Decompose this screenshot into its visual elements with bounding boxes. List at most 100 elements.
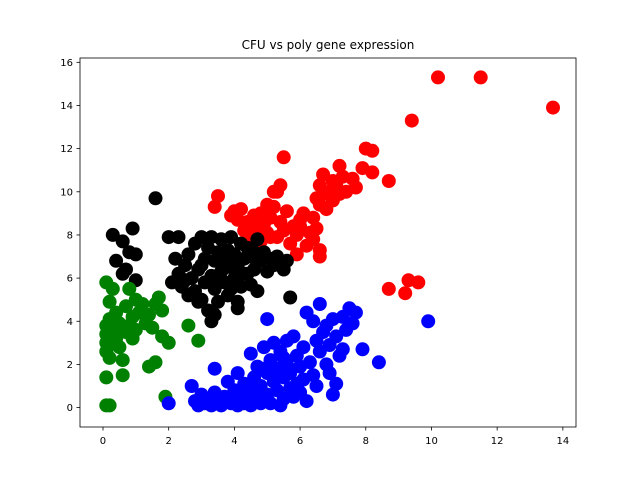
data-point xyxy=(115,234,130,249)
data-point xyxy=(115,353,130,368)
data-point xyxy=(329,329,344,344)
data-point xyxy=(345,316,360,331)
data-point xyxy=(178,258,193,273)
data-point xyxy=(102,335,117,350)
data-point xyxy=(207,199,222,214)
data-point xyxy=(243,346,258,361)
data-point xyxy=(431,70,445,85)
data-point xyxy=(404,113,419,128)
data-point xyxy=(142,307,156,322)
data-point xyxy=(276,150,291,165)
y-tick-label: 16 xyxy=(60,58,73,69)
data-point xyxy=(309,221,324,236)
data-point xyxy=(230,301,245,316)
data-point xyxy=(171,230,186,245)
data-point xyxy=(247,245,262,260)
data-point xyxy=(224,230,239,245)
data-point xyxy=(266,184,281,199)
x-axis: 0 2 4 6 8 10 12 14 xyxy=(100,427,569,447)
points-layer xyxy=(99,70,560,413)
data-point xyxy=(214,249,229,264)
y-tick-label: 10 xyxy=(60,187,73,198)
data-point xyxy=(322,366,337,381)
data-point xyxy=(398,286,413,301)
data-point xyxy=(135,297,150,311)
data-point xyxy=(145,320,160,335)
data-point xyxy=(332,158,347,173)
data-point xyxy=(250,284,265,299)
data-point xyxy=(115,368,130,383)
data-point xyxy=(306,368,321,383)
data-point xyxy=(247,381,262,396)
data-point xyxy=(473,70,488,85)
data-point xyxy=(125,221,140,236)
plot-area-frame xyxy=(79,57,577,428)
data-point xyxy=(348,305,363,320)
data-point xyxy=(105,227,120,242)
data-point xyxy=(299,394,314,409)
data-point xyxy=(211,189,225,204)
data-point xyxy=(312,249,327,264)
data-point xyxy=(306,210,321,225)
data-point xyxy=(293,219,308,234)
y-tick-label: 14 xyxy=(60,101,73,112)
data-point xyxy=(256,361,271,376)
data-point xyxy=(207,361,222,376)
data-point xyxy=(99,370,114,385)
data-point xyxy=(128,322,143,337)
data-point xyxy=(155,303,170,318)
data-point xyxy=(335,342,350,357)
x-tick-label: 2 xyxy=(166,436,172,447)
data-point xyxy=(355,342,370,357)
data-point xyxy=(161,396,176,411)
y-tick-label: 6 xyxy=(67,274,73,285)
data-point xyxy=(283,290,298,305)
data-point xyxy=(122,281,137,296)
y-tick-label: 12 xyxy=(60,144,73,155)
data-point xyxy=(266,199,281,214)
data-point xyxy=(302,355,317,370)
data-point xyxy=(371,355,386,370)
data-point xyxy=(237,266,252,281)
data-point xyxy=(329,376,344,391)
data-point xyxy=(211,271,225,286)
data-point xyxy=(102,398,117,413)
y-tick-label: 2 xyxy=(67,360,73,371)
data-point xyxy=(99,275,114,290)
data-point xyxy=(178,273,193,288)
y-axis: 0 2 4 6 8 10 12 14 16 xyxy=(60,58,80,414)
data-point xyxy=(109,305,124,320)
data-point xyxy=(299,305,314,320)
x-tick-label: 12 xyxy=(491,436,504,447)
data-point xyxy=(161,230,176,245)
data-point xyxy=(312,297,327,311)
data-point xyxy=(279,204,294,219)
data-point xyxy=(234,202,248,217)
data-point xyxy=(109,253,124,268)
x-tick-label: 10 xyxy=(425,436,438,447)
y-tick-label: 4 xyxy=(67,317,73,328)
data-point xyxy=(181,247,196,262)
data-point xyxy=(263,230,278,245)
data-point xyxy=(289,247,304,262)
data-point xyxy=(181,318,196,333)
x-tick-label: 4 xyxy=(231,436,237,447)
data-point xyxy=(191,333,206,348)
data-point xyxy=(184,379,199,393)
data-point xyxy=(276,350,291,365)
data-point xyxy=(381,174,396,188)
data-point xyxy=(191,294,206,309)
data-point xyxy=(151,290,166,305)
data-point xyxy=(411,275,426,290)
data-point xyxy=(194,258,209,273)
x-tick-label: 14 xyxy=(556,436,569,447)
data-point xyxy=(325,387,340,402)
data-point xyxy=(194,230,209,245)
data-point xyxy=(296,340,311,355)
data-point xyxy=(207,307,222,322)
data-point xyxy=(260,312,275,327)
x-tick-label: 0 xyxy=(100,436,106,447)
data-point xyxy=(546,100,560,115)
data-point xyxy=(250,232,265,247)
